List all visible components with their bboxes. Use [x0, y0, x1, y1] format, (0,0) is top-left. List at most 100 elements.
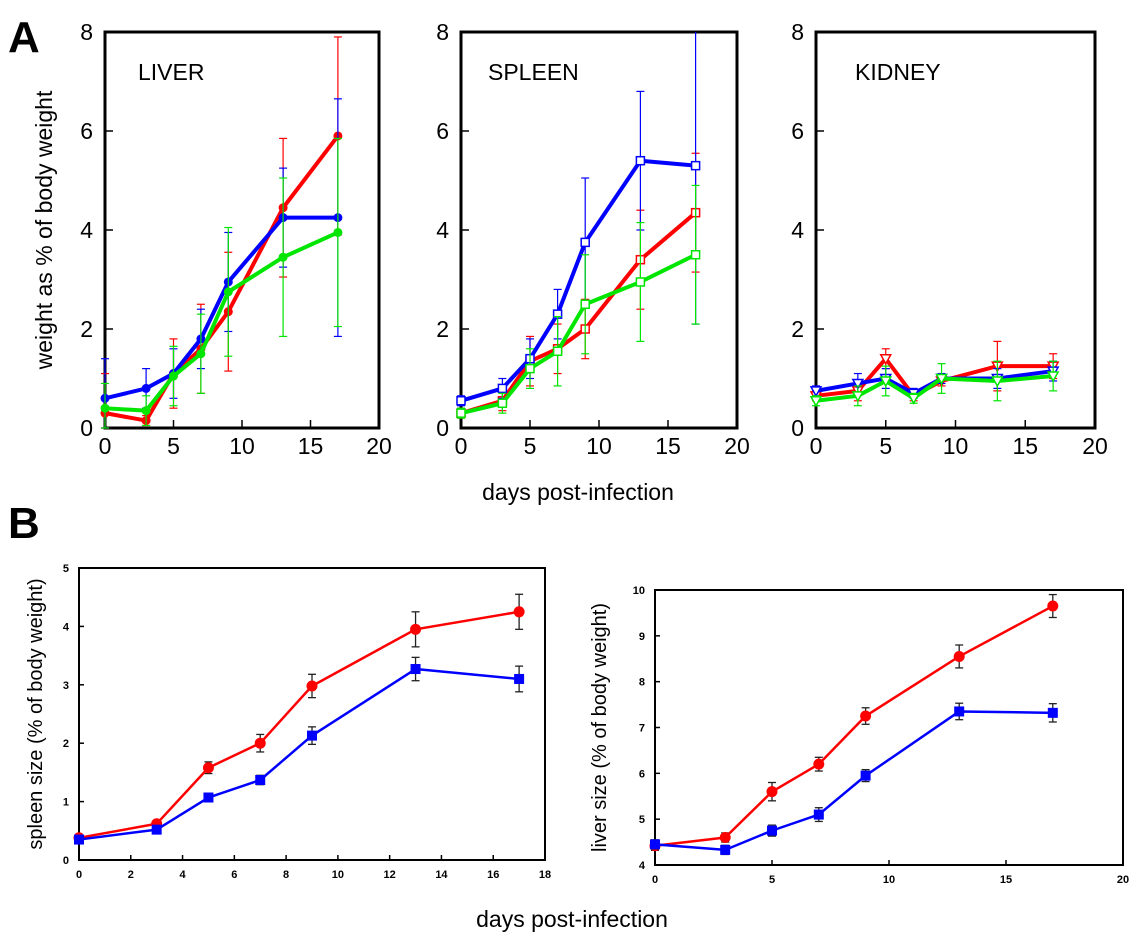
x-tick-label: 12	[384, 869, 396, 881]
data-point	[991, 376, 1004, 388]
data-point	[202, 762, 214, 774]
y-tick-label: 6	[436, 118, 449, 144]
y-tick-label: 10	[633, 585, 645, 597]
chart-title: KIDNEY	[855, 59, 941, 85]
data-point	[278, 252, 288, 262]
y-tick-label: 3	[63, 680, 69, 692]
series-green	[100, 137, 343, 429]
series-blue	[456, 32, 701, 407]
x-tick-label: 0	[99, 433, 112, 459]
data-point	[497, 398, 508, 408]
data-point	[719, 832, 731, 843]
x-tick-label: 5	[167, 433, 180, 459]
series-line	[78, 610, 520, 840]
data-point	[169, 371, 178, 381]
x-tick-label: 15	[1000, 874, 1012, 886]
x-tick-label: 10	[943, 433, 969, 459]
data-point	[74, 834, 84, 845]
data-point	[635, 277, 646, 287]
series-red	[73, 593, 525, 844]
data-point	[851, 391, 865, 403]
data-point	[1046, 371, 1060, 383]
x-tick-label: 0	[810, 433, 823, 459]
x-tick-label: 15	[655, 433, 681, 459]
y-tick-label: 8	[80, 19, 93, 45]
data-point	[1047, 707, 1058, 718]
x-tick-label: 10	[883, 874, 895, 886]
series-blue	[74, 656, 525, 845]
x-tick-label: 6	[231, 869, 237, 881]
y-tick-label: 9	[639, 631, 645, 643]
data-point	[513, 606, 525, 618]
y-tick-label: 4	[80, 217, 93, 243]
y-axis-label: liver size (% of body weight)	[589, 603, 611, 852]
y-tick-label: 2	[63, 738, 69, 750]
data-point	[720, 844, 731, 855]
chart-1: 0 5 10 15 20 0 2 4 6 8 LIVER	[80, 19, 392, 459]
y-tick-label: 2	[80, 316, 93, 342]
series-line	[460, 158, 696, 403]
data-point	[410, 623, 422, 635]
series-red	[809, 340, 1060, 403]
data-point	[196, 349, 206, 359]
data-point	[306, 680, 318, 692]
y-tick-label: 0	[80, 415, 93, 441]
x-tick-label: 15	[298, 433, 324, 459]
data-point	[141, 383, 151, 393]
chart-title: LIVER	[138, 59, 204, 85]
data-point	[907, 393, 920, 405]
series-line	[654, 710, 1053, 852]
data-point	[935, 373, 948, 386]
data-point	[141, 406, 151, 416]
data-point	[100, 403, 110, 413]
x-tick-label: 0	[76, 869, 82, 881]
data-point	[851, 378, 865, 390]
x-tick-label: 10	[229, 433, 255, 459]
y-tick-label: 0	[436, 415, 449, 441]
x-tick-label: 2	[128, 869, 134, 881]
x-tick-label: 0	[652, 874, 658, 886]
x-tick-label: 0	[455, 433, 468, 459]
chart-3: 0 5 10 15 20 0 2 4 6 8 KIDNEY	[791, 19, 1108, 459]
plot-frame	[654, 589, 1124, 866]
y-tick-label: 5	[639, 814, 645, 826]
chart-2: 0 5 10 15 20 0 2 4 6 8 SPLEEN	[436, 19, 750, 459]
x-tick-label: 5	[769, 874, 775, 886]
data-point	[514, 673, 525, 684]
y-axis-label: spleen size (% of body weight)	[25, 578, 47, 849]
data-point	[813, 809, 824, 820]
x-tick-label: 20	[366, 433, 392, 459]
panel-a-letter: A	[8, 13, 40, 62]
panel-a-x-axis-label: days post-infection	[482, 479, 674, 505]
data-point	[860, 710, 872, 722]
y-tick-label: 5	[63, 563, 69, 575]
y-tick-label: 6	[639, 768, 645, 780]
series-green	[809, 360, 1060, 408]
data-point	[766, 786, 778, 798]
data-point	[203, 792, 214, 803]
data-point	[813, 758, 825, 770]
data-point	[809, 386, 823, 398]
series-line	[654, 604, 1054, 847]
series-green	[456, 184, 701, 419]
data-point	[580, 237, 590, 248]
x-tick-label: 20	[1117, 874, 1129, 886]
y-tick-label: 7	[639, 723, 645, 735]
x-tick-label: 5	[879, 433, 892, 459]
series-blue	[100, 98, 343, 429]
data-point	[254, 737, 266, 749]
series-blue	[650, 702, 1058, 856]
data-point	[635, 155, 646, 166]
panel-b-letter: B	[8, 499, 40, 548]
x-tick-label: 10	[586, 433, 612, 459]
chart-title: SPLEEN	[488, 59, 579, 85]
data-point	[151, 824, 162, 835]
series-red	[100, 36, 343, 429]
data-point	[690, 160, 701, 171]
data-point	[255, 774, 266, 785]
series-red	[649, 593, 1059, 852]
y-tick-label: 0	[63, 855, 69, 867]
series-line	[104, 134, 340, 423]
data-point	[223, 287, 233, 297]
